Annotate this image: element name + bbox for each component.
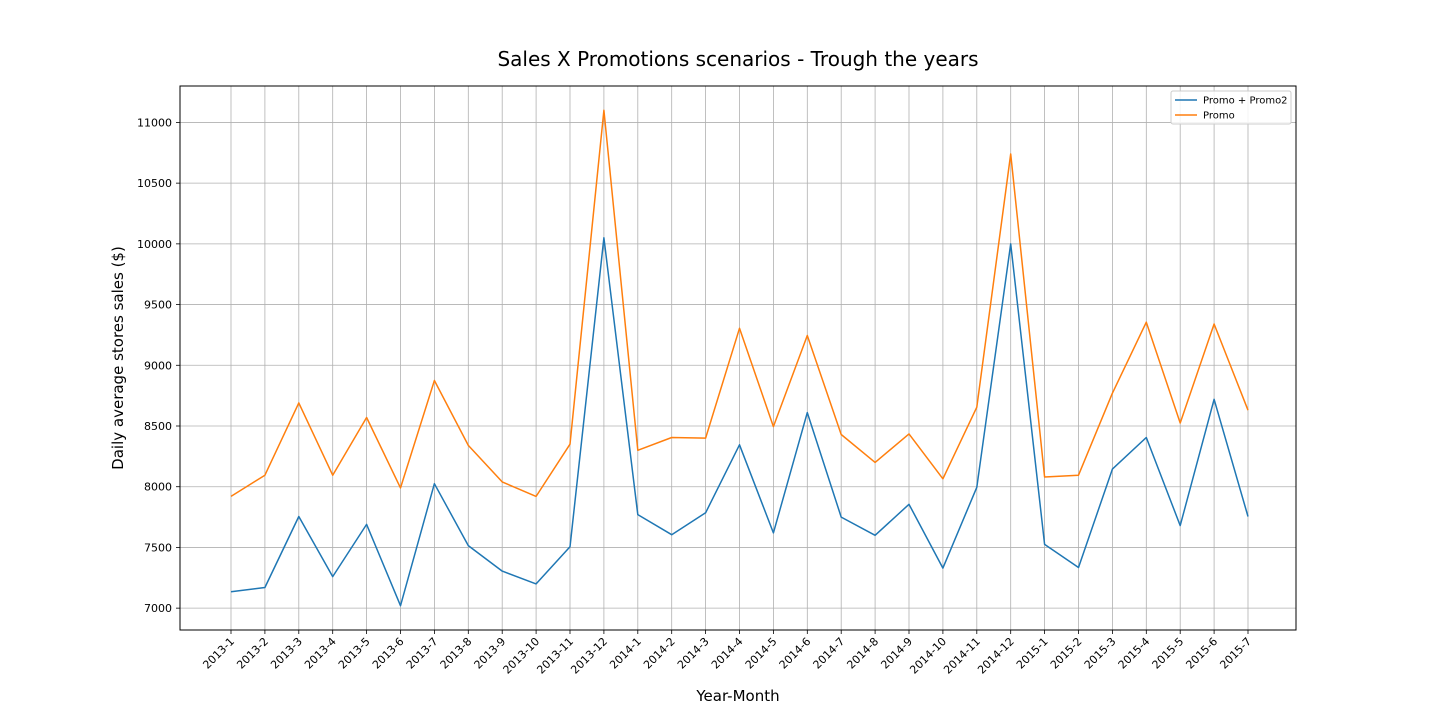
x-tick-label: 2014-11 [941, 635, 983, 677]
x-tick-label: 2015-4 [1116, 635, 1153, 672]
y-tick-label: 8500 [144, 420, 172, 433]
y-tick-label: 7000 [144, 602, 172, 615]
x-tick-label: 2015-2 [1048, 635, 1085, 672]
x-tick-label: 2014-1 [607, 635, 644, 672]
x-tick-label: 2013-11 [534, 635, 576, 677]
x-tick-label: 2014-2 [641, 635, 678, 672]
y-tick-label: 10000 [137, 238, 172, 251]
x-tick-label: 2014-10 [907, 635, 949, 677]
x-tick-label: 2015-1 [1014, 635, 1051, 672]
x-axis-label: Year-Month [695, 687, 779, 705]
x-tick-label: 2013-6 [370, 635, 407, 672]
x-tick-label: 2013-1 [200, 635, 237, 672]
x-tick-label: 2013-5 [336, 635, 373, 672]
x-tick-label: 2013-10 [501, 635, 543, 677]
x-tick-label: 2013-12 [568, 635, 610, 677]
x-axis-ticks: 2013-12013-22013-32013-42013-52013-62013… [200, 630, 1254, 677]
chart-title: Sales X Promotions scenarios - Trough th… [497, 47, 978, 71]
gridlines [180, 86, 1296, 630]
legend-box [1170, 90, 1292, 125]
x-tick-label: 2014-3 [675, 635, 712, 672]
x-tick-label: 2013-3 [268, 635, 305, 672]
x-tick-label: 2013-2 [234, 635, 271, 672]
x-tick-label: 2014-5 [743, 635, 780, 672]
x-tick-label: 2014-4 [709, 635, 746, 672]
legend-label: Promo + Promo2 [1203, 96, 1288, 107]
x-tick-label: 2014-7 [811, 635, 848, 672]
x-tick-label: 2014-12 [975, 635, 1017, 677]
y-tick-label: 10500 [137, 177, 172, 190]
y-axis-label: Daily average stores sales ($) [109, 246, 127, 470]
legend-label: Promo [1203, 111, 1235, 122]
x-tick-label: 2013-7 [404, 635, 441, 672]
x-tick-label: 2015-7 [1217, 635, 1254, 672]
series-lines [230, 109, 1249, 607]
y-axis-ticks: 7000 7500 8000 8500 9000 9500 10000 10500 11000 [137, 116, 180, 615]
legend: Promo + Promo2 Promo [1170, 90, 1292, 125]
x-tick-label: 2015-6 [1183, 635, 1220, 672]
x-tick-label: 2014-6 [777, 635, 814, 672]
x-tick-label: 2015-3 [1082, 635, 1119, 672]
y-tick-label: 11000 [137, 116, 172, 129]
y-tick-label: 9500 [144, 299, 172, 312]
plot-frame [179, 85, 1297, 631]
y-tick-label: 8000 [144, 481, 172, 494]
x-tick-label: 2013-8 [438, 635, 475, 672]
y-tick-label: 7500 [144, 541, 172, 554]
y-tick-label: 9000 [144, 359, 172, 372]
x-tick-label: 2014-8 [844, 635, 881, 672]
x-tick-label: 2015-5 [1150, 635, 1187, 672]
x-tick-label: 2013-4 [302, 635, 339, 672]
